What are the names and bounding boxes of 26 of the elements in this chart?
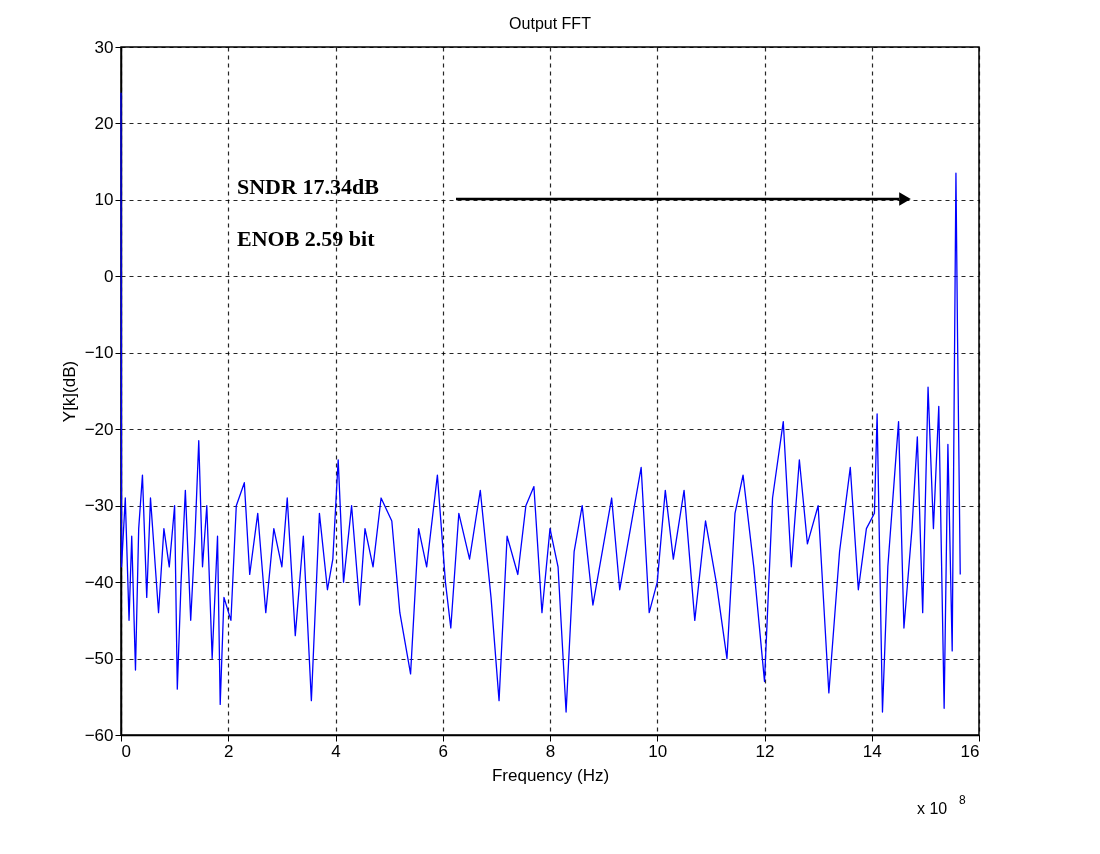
- text: x 108: [917, 793, 966, 817]
- x-tick-label: 2: [224, 741, 234, 761]
- y-tick-label: 30: [94, 37, 114, 57]
- y-tick-label: 0: [104, 266, 114, 286]
- y-tick-label: 20: [94, 113, 114, 133]
- x-tick-label: 14: [862, 741, 882, 761]
- y-tick-label: −40: [84, 572, 114, 592]
- y-tick-label: −30: [84, 496, 114, 516]
- y-tick-label: 10: [94, 190, 114, 210]
- y-tick-label: −20: [84, 419, 114, 439]
- x-tick-label: 4: [331, 741, 341, 761]
- x-tick-label: 0: [121, 741, 131, 761]
- y-tick-label: −60: [84, 725, 114, 745]
- y-tick-label: −50: [84, 649, 114, 669]
- x-tick-label: 10: [648, 741, 668, 761]
- x-tick-label: 16: [960, 741, 980, 761]
- x-axis-title: Frequency (Hz): [491, 765, 610, 785]
- annotation: ENOB 2.59 bit: [237, 226, 376, 251]
- x-tick-label: 8: [545, 741, 556, 761]
- x-tick-label: 12: [755, 741, 775, 761]
- y-axis-title: Y[k](dB): [59, 360, 79, 423]
- chart-title: Output FFT: [509, 15, 592, 32]
- x-tick-label: 6: [438, 741, 448, 761]
- line-series: [120, 92, 961, 713]
- y-tick-label: −10: [84, 343, 114, 363]
- annotation: SNDR 17.34dB: [237, 174, 380, 199]
